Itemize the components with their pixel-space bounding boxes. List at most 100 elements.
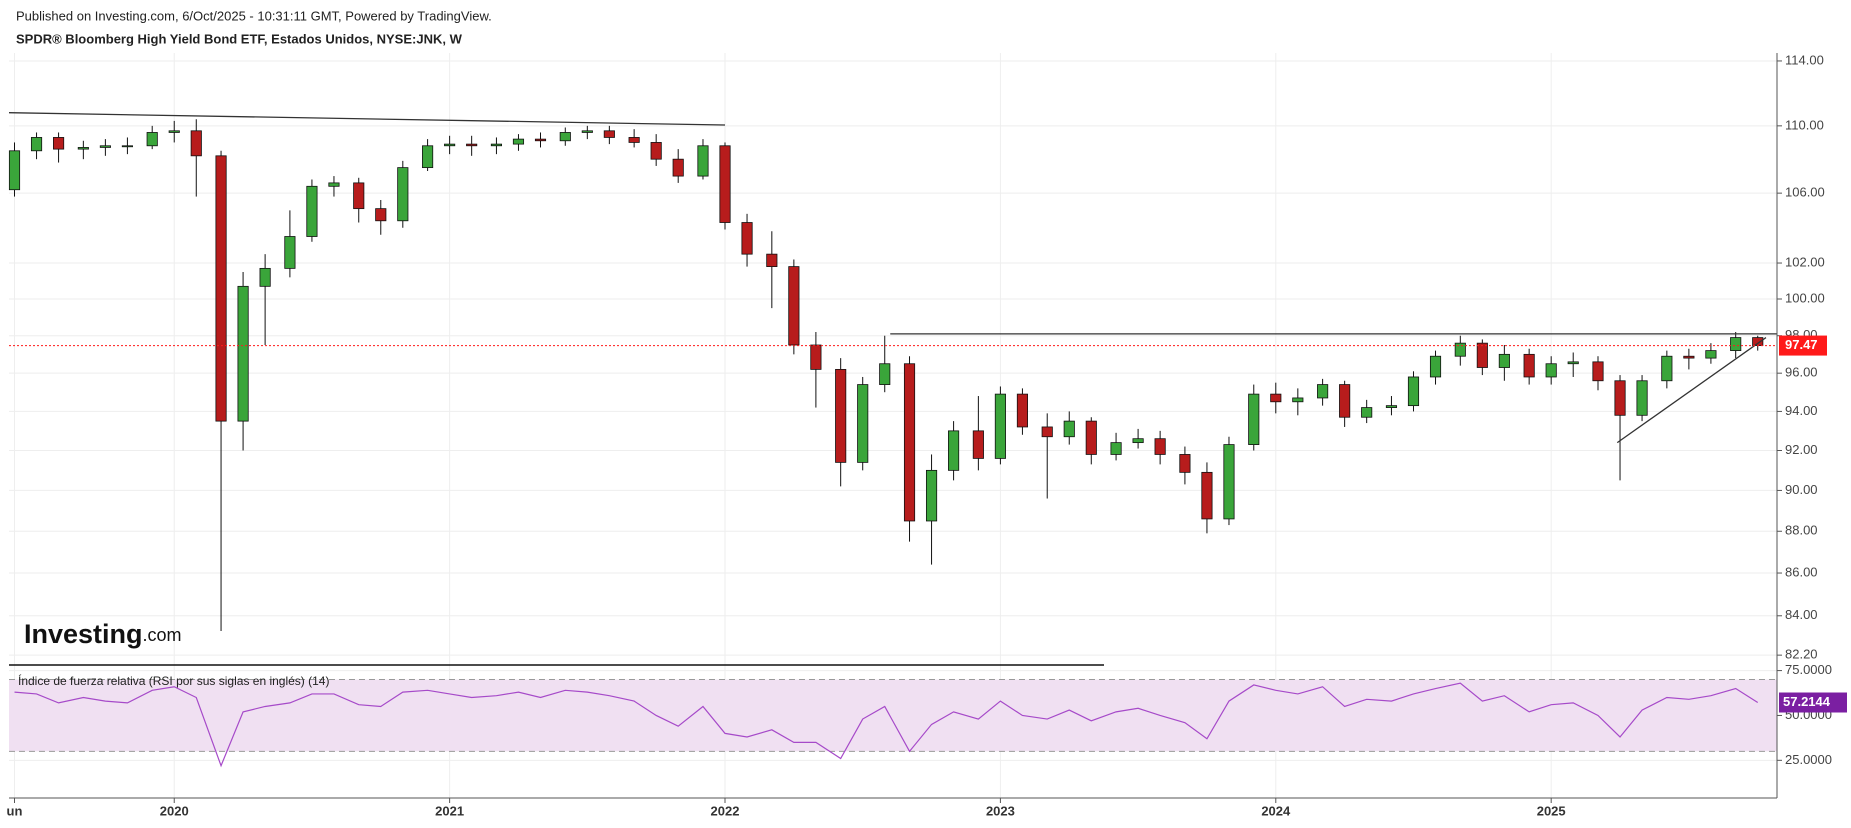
candle-body [1110,442,1122,455]
rsi-band [9,679,1777,752]
candle-body [581,130,593,133]
candle-body [741,222,753,255]
candle-body [1614,380,1626,416]
x-tick-label: 2025 [1537,803,1566,818]
candle-body [1545,363,1557,378]
candle-body [190,130,202,157]
candle-body [994,393,1006,459]
candle-body [559,132,571,142]
trend-line [1616,337,1767,444]
candle-body [444,143,456,147]
candle-body [603,130,615,138]
candle-body [1063,420,1075,438]
candle-body [857,384,869,463]
candle-body [1661,355,1673,382]
candle-body [1339,384,1351,418]
candle-body [1270,393,1282,403]
candle-body [1476,342,1488,368]
candle-body [1248,393,1260,445]
y-tick-label: 110.00 [1785,117,1824,132]
candle-body [1132,438,1144,444]
candle-body [215,155,227,422]
candle-body [146,132,158,147]
y-tick-label: 92.00 [1785,442,1818,457]
candle-body [1705,350,1717,359]
candle-body [1407,376,1420,407]
candle-body [1154,438,1166,455]
y-tick-label: 90.00 [1785,482,1818,497]
y-tick-label: 25.0000 [1785,752,1832,767]
x-tick-label: un [7,803,23,818]
candle-body [810,344,822,370]
logo-main: Investing [24,619,143,649]
y-tick-label: 106.00 [1785,185,1825,200]
y-tick-label: 84.00 [1785,607,1818,622]
candle-body [1730,337,1742,352]
candle-body [1523,353,1535,378]
candle-body [1683,355,1695,359]
logo-suffix: .com [143,625,182,645]
x-tick-label: 2022 [711,803,740,818]
candle-body [972,430,984,459]
candle-body [1567,361,1579,365]
candle-body [650,142,662,160]
candle-body [237,285,249,422]
candle-body [1592,361,1604,382]
candle-body [925,469,938,522]
candle-body [168,130,180,133]
candle-body [948,430,960,471]
candle-body [628,137,640,143]
rsi-last-label: 57.2144 [1783,694,1831,709]
last-price-label: 97.47 [1785,337,1818,352]
x-tick-label: 2023 [986,803,1015,818]
candle-body [512,138,525,145]
candle-body [284,236,296,269]
trend-line [8,112,726,126]
candle-body [328,182,340,187]
candle-body [1292,397,1304,403]
candle-body [903,363,916,522]
y-tick-label: 114.00 [1785,52,1824,67]
candle-body [397,167,409,222]
x-tick-label: 2020 [160,803,189,818]
candle-body [534,138,547,142]
candle-body [1636,380,1648,416]
candle-body [1498,353,1510,368]
y-tick-label: 88.00 [1785,523,1818,538]
candle-body [8,150,21,191]
candle-body [306,185,318,237]
y-tick-label: 86.00 [1785,564,1818,579]
y-tick-label: 100.00 [1785,290,1825,305]
candle-body [490,143,503,147]
candle-body [835,368,847,463]
y-tick-label: 94.00 [1785,403,1818,418]
candle-body [672,158,684,177]
chart-title: SPDR® Bloomberg High Yield Bond ETF, Est… [16,31,463,46]
y-tick-label: 75.0000 [1785,662,1832,677]
last-price-box [1779,335,1827,356]
y-tick-label: 96.00 [1785,365,1818,380]
candle-body [259,267,271,287]
candle-body [1016,393,1028,428]
candle-body [53,137,65,150]
candle-body [99,145,111,148]
plot-layer [8,112,1777,768]
candle-body [766,253,778,267]
candle-body [30,137,43,152]
x-tick-label: 2021 [435,803,464,818]
candle-body [77,147,89,150]
candle-body [1454,342,1466,357]
candle-body [1361,407,1373,418]
candle-body [375,208,387,222]
grid-layer [9,53,1777,798]
candle-body [466,143,478,147]
candle-body [1085,420,1097,455]
candle-body [121,145,133,148]
x-tick-label: 2024 [1261,803,1291,818]
y-tick-label: 82.20 [1785,647,1818,662]
candle-body [1429,355,1442,378]
candle-body [1179,454,1191,473]
candle-body [1385,405,1398,408]
